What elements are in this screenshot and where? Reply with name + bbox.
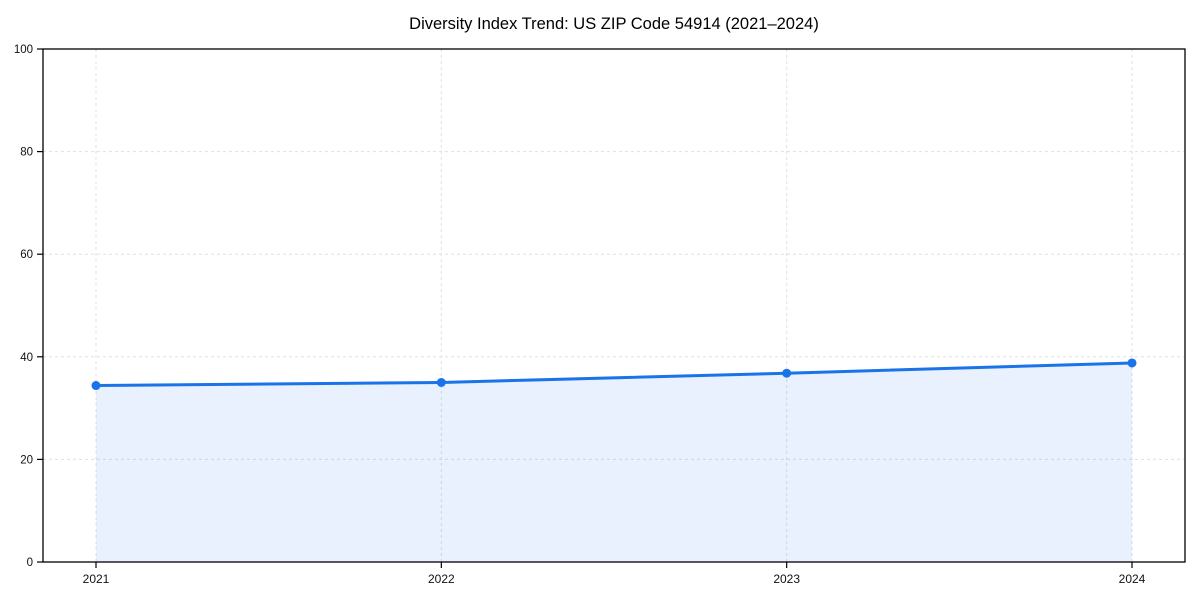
data-point-marker bbox=[782, 368, 792, 378]
y-tick-label: 20 bbox=[20, 454, 33, 466]
y-tick-label: 0 bbox=[27, 557, 33, 569]
data-point-marker bbox=[436, 377, 446, 387]
series-layer bbox=[91, 358, 1137, 562]
area-fill bbox=[96, 362, 1132, 562]
trend-line bbox=[94, 361, 1134, 388]
x-tick-label: 2023 bbox=[773, 572, 800, 586]
data-point-marker bbox=[1127, 358, 1137, 368]
y-tick-label: 60 bbox=[20, 249, 33, 261]
y-tick-label: 100 bbox=[14, 44, 33, 56]
x-tick-label: 2021 bbox=[83, 572, 110, 586]
y-tick-label: 40 bbox=[20, 352, 33, 364]
x-tick-label: 2022 bbox=[428, 572, 455, 586]
x-tick-label: 2024 bbox=[1119, 572, 1146, 586]
data-point-marker bbox=[91, 381, 101, 391]
y-tick-label: 80 bbox=[20, 147, 33, 159]
axis-layer: 0 20 40 60 80 100 2021 2022 2023 2024 bbox=[14, 44, 1186, 586]
plot-border bbox=[42, 48, 1186, 563]
chart-title: Diversity Index Trend: US ZIP Code 54914… bbox=[409, 15, 819, 33]
